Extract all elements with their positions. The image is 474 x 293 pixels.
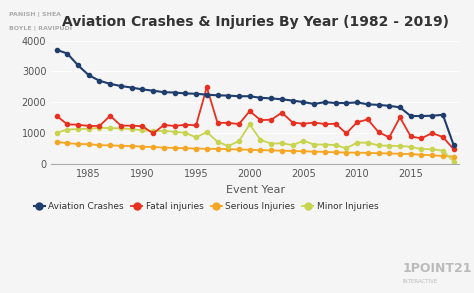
Text: BOYLE | RAVIPUDI: BOYLE | RAVIPUDI	[9, 26, 73, 31]
Text: PANISH | SHEA: PANISH | SHEA	[9, 12, 62, 17]
X-axis label: Event Year: Event Year	[226, 185, 285, 195]
Legend: Aviation Crashes, Fatal injuries, Serious Injuries, Minor Injuries: Aviation Crashes, Fatal injuries, Seriou…	[30, 198, 382, 214]
Text: INTERACTIVE: INTERACTIVE	[403, 279, 438, 284]
Text: 1POINT21: 1POINT21	[403, 263, 473, 275]
Title: Aviation Crashes & Injuries By Year (1982 - 2019): Aviation Crashes & Injuries By Year (198…	[62, 15, 448, 29]
